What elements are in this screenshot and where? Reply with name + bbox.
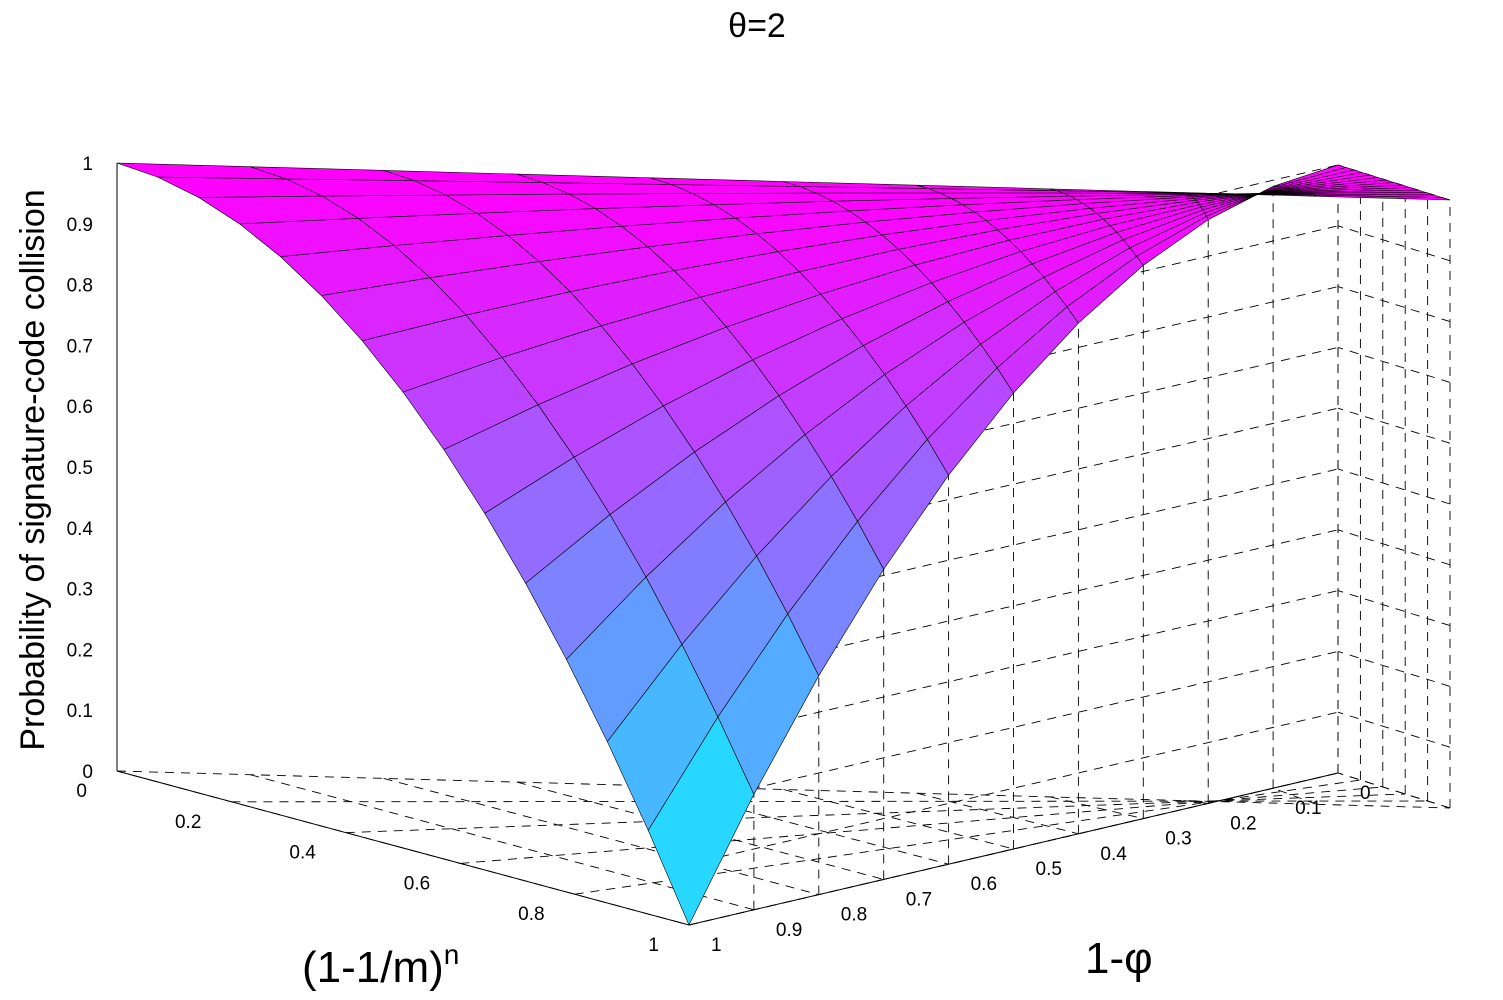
y-tick-label: 0.5	[1036, 859, 1062, 880]
y-axis-line	[688, 772, 1339, 926]
y-tick-label: 1	[711, 935, 722, 956]
axis-lines	[116, 163, 1339, 926]
y-tick-label: 0.9	[776, 920, 802, 941]
surface-patch	[1313, 194, 1451, 201]
surface-patch	[116, 162, 287, 180]
gridline-z-side-wall	[1337, 286, 1451, 323]
x-axis-label-superscript: n	[444, 939, 460, 970]
y-tick-label: 0.7	[906, 889, 932, 910]
x-axis-label-base: (1-1/m)	[302, 943, 444, 992]
gridline-y-floor	[250, 774, 755, 911]
gridline-y-floor	[783, 789, 1014, 850]
gridline-x-floor	[231, 800, 1428, 803]
y-tick-label: 0.8	[841, 905, 867, 926]
y-tick-label: 0.6	[971, 874, 997, 895]
gridline-y-floor	[1337, 772, 1451, 809]
gridline-x-floor	[345, 793, 1406, 834]
gridline-y-floor	[1049, 796, 1144, 820]
x-tick-label: 0	[76, 781, 87, 802]
x-tick-label: 0.2	[175, 812, 201, 833]
z-tick-label: 0.4	[67, 519, 94, 540]
gridline-z-side-wall	[1337, 590, 1451, 627]
x-axis-line	[116, 770, 690, 926]
y-tick-label: 0.2	[1230, 813, 1256, 834]
gridline-y-floor	[1183, 800, 1209, 804]
gridline-z-side-wall	[1337, 529, 1451, 566]
x-tick-label: 0.8	[518, 904, 544, 925]
gridline-z-side-wall	[1337, 346, 1451, 383]
x-tick-label: 0.6	[404, 873, 430, 894]
gridline-y-floor	[1272, 787, 1317, 805]
chart-title: θ=2	[728, 7, 786, 45]
y-tick-label: 0.3	[1165, 829, 1191, 850]
z-tick-label: 0.7	[67, 336, 93, 357]
surface-mesh	[116, 162, 1451, 926]
gridline-z-side-wall	[1337, 225, 1451, 262]
z-tick-label: 0.8	[67, 276, 93, 297]
gridline-y-floor	[383, 777, 819, 896]
y-axis-label: 1-φ	[1085, 934, 1153, 983]
z-tick-label: 0.9	[67, 215, 93, 236]
gridline-z-side-wall	[1337, 711, 1451, 748]
z-axis-label: Probability of signature-code collision	[14, 189, 52, 750]
x-axis-label: (1-1/m)n	[302, 939, 459, 992]
gridline-x-floor	[116, 770, 1451, 809]
y-tick-label: 0.4	[1100, 844, 1127, 865]
gridline-x-floor	[460, 786, 1383, 864]
z-tick-label: 0	[82, 762, 93, 783]
tick-labels: 0 0.1 0.2 0.3 0.4 0.5 0.6 0.7 0.8 0.9 1 0 0.2 0.4 0.6 0…	[67, 154, 1371, 956]
chart-box-gridlines	[116, 164, 1451, 926]
gridline-z-side-wall	[1337, 407, 1451, 444]
z-tick-label: 0.2	[67, 640, 93, 661]
y-tick-label: 0.1	[1295, 798, 1321, 819]
z-tick-label: 0.1	[67, 701, 93, 722]
x-tick-label: 1	[648, 935, 659, 956]
gridline-z-side-wall	[1337, 468, 1451, 505]
x-tick-label: 0.4	[289, 843, 316, 864]
z-tick-label: 1	[82, 154, 93, 175]
gridline-z-side-wall	[1337, 650, 1451, 687]
gridline-y-floor	[916, 792, 1079, 835]
y-tick-label: 0	[1360, 783, 1371, 804]
z-tick-label: 0.6	[67, 397, 93, 418]
z-tick-label: 0.5	[67, 458, 93, 479]
z-tick-label: 0.3	[67, 580, 93, 601]
